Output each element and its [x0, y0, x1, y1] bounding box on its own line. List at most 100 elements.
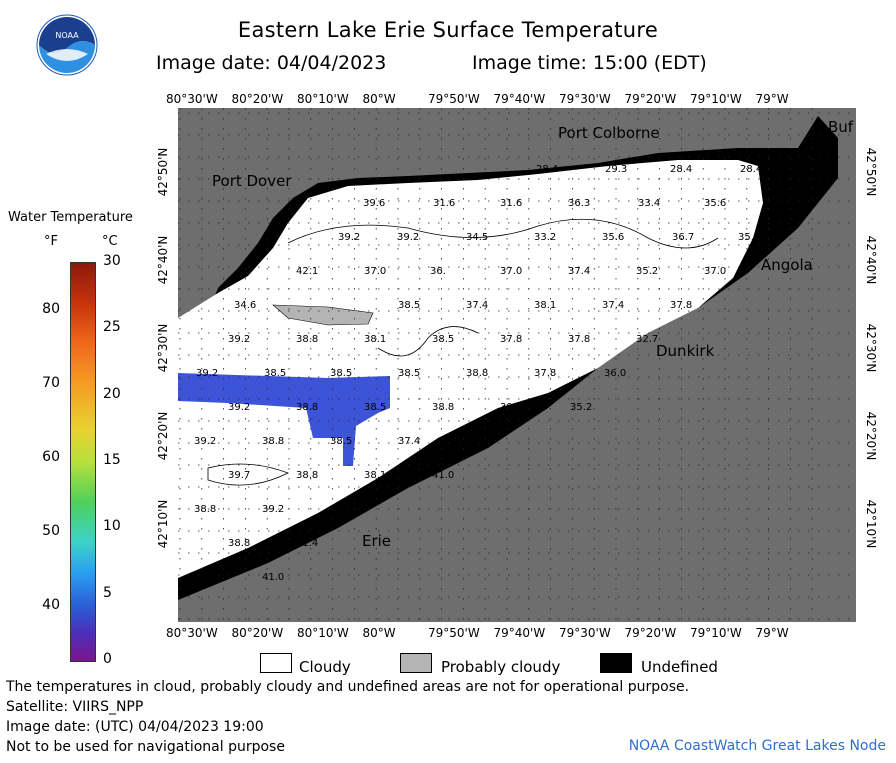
latitude-label: 42°30'N [864, 323, 878, 373]
latitude-label: 42°50'N [156, 147, 170, 197]
longitude-label: 80°30'W [166, 92, 218, 106]
colorbar-c-tick: 20 [103, 385, 121, 402]
temperature-value: 34.6 [234, 300, 256, 311]
colorbar-f-tick: 60 [42, 449, 60, 465]
noaa-logo: NOAA [36, 14, 98, 76]
temperature-value: 41.0 [262, 572, 284, 583]
longitude-label: 79°W [755, 626, 789, 640]
satellite-info: Satellite: VIIRS_NPP [6, 699, 144, 715]
lake-erie-map: 28.4 29.3 28.4 28.4 32.4 39.6 31.6 31.6 36.3 33.4… [178, 108, 856, 622]
temperature-value: 35.2 [636, 266, 658, 277]
temperature-value: 38.8 [262, 436, 284, 447]
place-dunkirk: Dunkirk [656, 342, 715, 360]
longitude-label: 79°50'W [428, 626, 480, 640]
latitude-label: 42°10'N [864, 499, 878, 549]
place-names: Port Colborne Port Dover Angola Dunkirk Erie… [212, 118, 854, 550]
temperature-value: 35.2 [738, 232, 760, 243]
longitude-label: 79°20'W [624, 626, 677, 640]
place-port-colborne: Port Colborne [558, 124, 660, 142]
temperature-value: 37.8 [670, 300, 692, 311]
temperature-value: 37.4 [466, 300, 488, 311]
temperature-value: 38.5 [330, 368, 352, 379]
longitude-label: 79°20'W [624, 92, 677, 106]
temperature-value: 38.5 [398, 300, 420, 311]
place-erie: Erie [362, 532, 391, 550]
temperature-value: 38.5 [364, 402, 386, 413]
latitude-label: 42°40'N [156, 235, 170, 285]
temperature-value: 29.3 [605, 164, 627, 175]
temperature-value: 36. [430, 266, 446, 277]
temperature-value: 36.0 [604, 368, 626, 379]
latitude-label: 42°20'N [156, 411, 170, 461]
colorbar-f-tick: 80 [42, 301, 60, 317]
temperature-value: 37.0 [500, 266, 522, 277]
longitude-label: 80°10'W [297, 626, 349, 640]
image-date: Image date: 04/04/2023 [156, 52, 387, 74]
longitude-label: 79°30'W [559, 92, 611, 106]
longitude-label: 79°W [755, 92, 789, 106]
temperature-value: 41.0 [432, 470, 454, 481]
temperature-value: 38.1 [534, 300, 556, 311]
colorbar-c-tick: 30 [103, 253, 121, 269]
temperature-value: 36.3 [568, 198, 590, 209]
temperature-value: 37.4 [602, 300, 624, 311]
temperature-value: 42.1 [296, 266, 318, 277]
temperature-value: 41.4 [296, 538, 318, 549]
probably-cloudy-label: Probably cloudy [441, 658, 561, 676]
place-port-dover: Port Dover [212, 172, 292, 190]
temperature-value: 39.2 [397, 232, 419, 243]
longitude-label: 79°10'W [690, 626, 742, 640]
unit-fahrenheit: °F [44, 234, 58, 249]
temperature-value: 38.8 [228, 538, 250, 549]
temperature-value: 38.5 [398, 368, 420, 379]
temperature-value: 28.4 [670, 164, 692, 175]
temperature-value: 38.5 [432, 334, 454, 345]
temperature-value: 28.4 [536, 164, 558, 175]
temperature-value: 33.4 [638, 198, 660, 209]
longitude-label: 80°20'W [231, 626, 284, 640]
temperature-value: 41.0 [330, 504, 352, 515]
temperature-value: 37.8 [192, 572, 214, 583]
temperature-value: 38.1 [364, 334, 386, 345]
utc-image-date: Image date: (UTC) 04/04/2023 19:00 [6, 719, 264, 735]
temperature-value: 37.0 [364, 266, 386, 277]
temperature-value: 33.2 [534, 232, 556, 243]
temperature-value: 32.7 [636, 334, 658, 345]
longitude-label: 79°30'W [559, 626, 611, 640]
longitude-label: 80°10'W [297, 92, 349, 106]
undefined-swatch [600, 653, 632, 673]
colorbar-f-tick: 40 [42, 597, 60, 613]
longitude-label: 79°10'W [690, 92, 742, 106]
temperature-colorbar [70, 262, 96, 662]
temperature-value: 39.6 [363, 198, 385, 209]
temperature-value: 37.0 [704, 266, 726, 277]
temperature-value: 35.6 [602, 232, 624, 243]
temperature-value: 38.8 [432, 402, 454, 413]
longitude-label: 79°40'W [493, 92, 546, 106]
probably-cloudy-area [272, 304, 374, 326]
colorbar-c-tick: 25 [103, 319, 121, 336]
temperature-value: 35.6 [704, 198, 726, 209]
colorbar-f-tick: 50 [42, 523, 60, 539]
isotherm-contour [207, 218, 719, 486]
colorbar-c-tick: 5 [103, 584, 112, 601]
operational-note: The temperatures in cloud, probably clou… [6, 679, 690, 695]
longitude-label: 80°W [362, 626, 396, 640]
temperature-value: 39.2 [228, 334, 250, 345]
map-title: Eastern Lake Erie Surface Temperature [237, 18, 659, 42]
temperature-labels: 28.4 29.3 28.4 28.4 32.4 39.6 31.6 31.6 36.3 33.4… [192, 164, 828, 583]
temperature-value: 37.8 [568, 334, 590, 345]
temperature-value: 39.2 [194, 436, 216, 447]
longitude-label: 80°W [362, 92, 396, 106]
colorbar-c-tick: 10 [103, 518, 121, 535]
temperature-value: 38.8 [296, 334, 318, 345]
latitude-label: 42°10'N [156, 499, 170, 549]
temperature-value: 31.6 [500, 198, 522, 209]
longitude-label: 79°40'W [493, 626, 546, 640]
temperature-value: 37.8 [500, 334, 522, 345]
temperature-value: 36.7 [672, 232, 694, 243]
credit-link[interactable]: NOAA CoastWatch Great Lakes Node [628, 738, 886, 754]
place-buffalo: Buf [828, 118, 854, 136]
colorbar-c-tick: 0 [103, 651, 112, 667]
temperature-value: 38.8 [296, 470, 318, 481]
